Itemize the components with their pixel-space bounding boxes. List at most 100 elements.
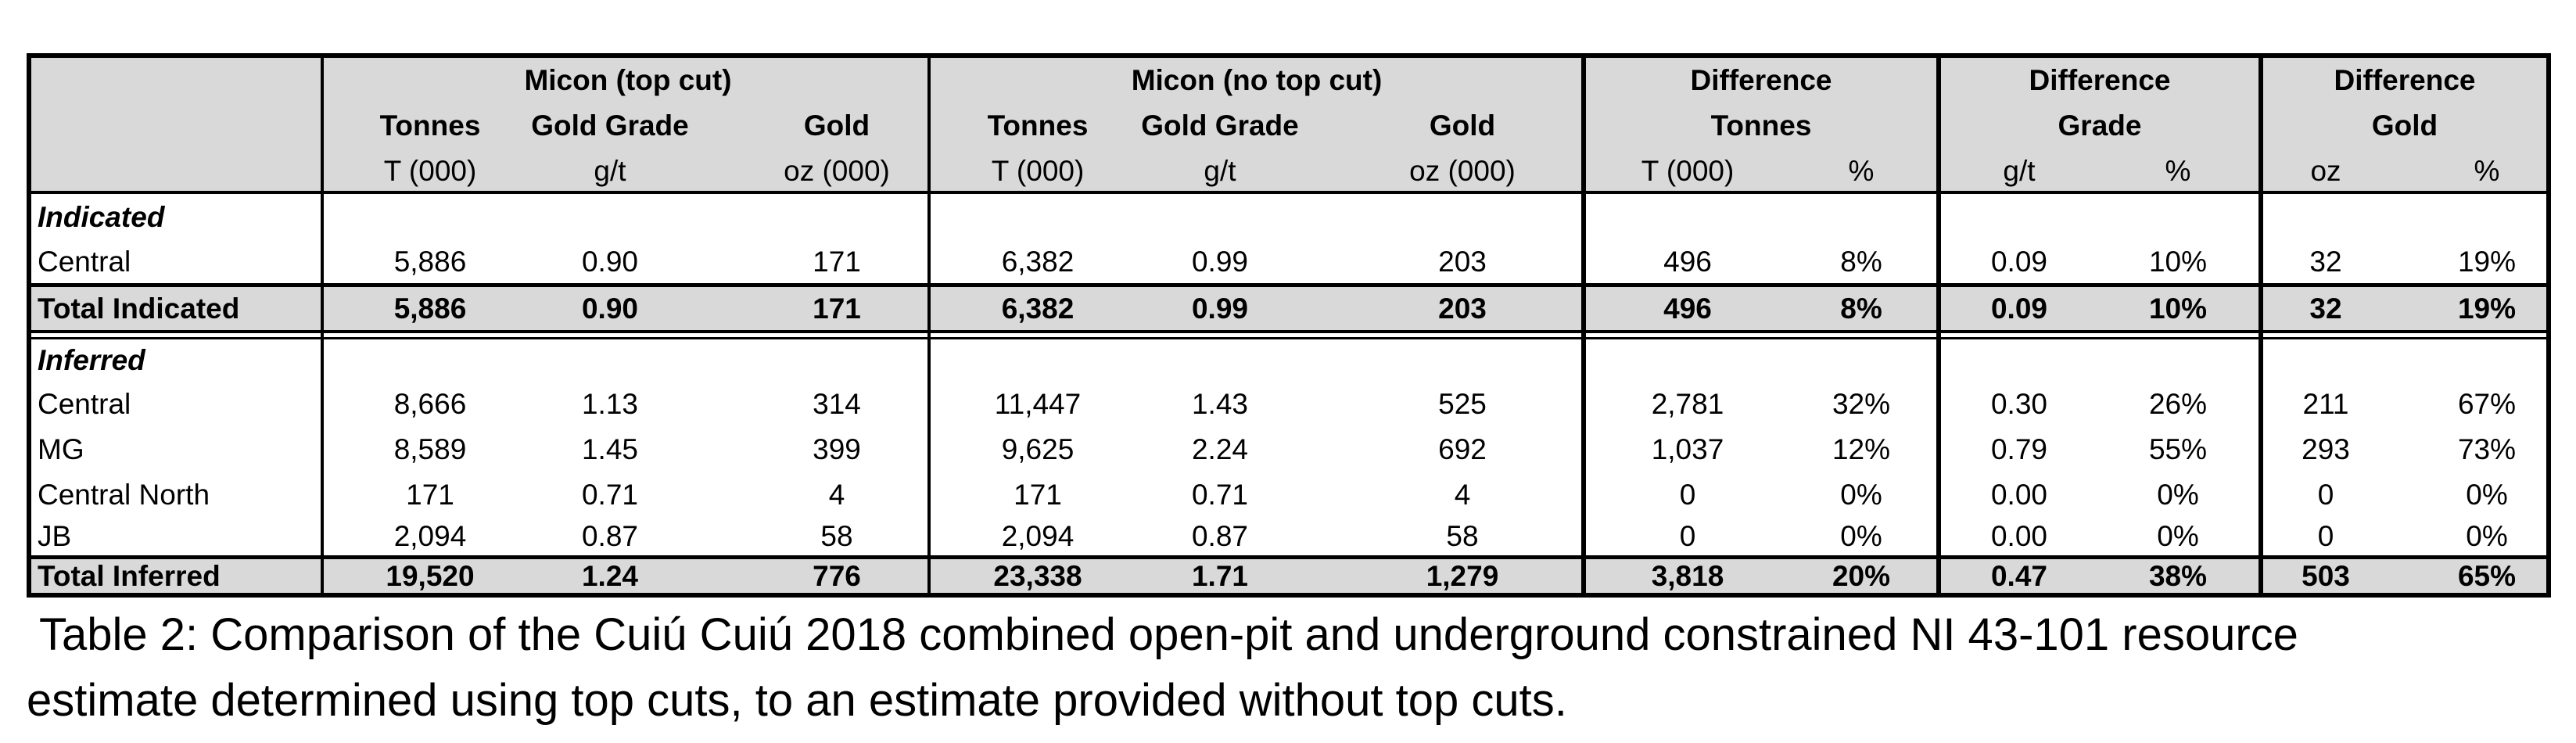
- group-title-top-cut: Micon (top cut): [524, 64, 732, 96]
- table-cell: 73%: [2457, 433, 2517, 465]
- table-cell: 0.87: [1191, 520, 1248, 552]
- column-divider: [927, 58, 931, 593]
- table-cell: 1.24: [581, 559, 638, 592]
- subheader-gold: Gold: [803, 109, 870, 142]
- table-cell: 0.90: [581, 292, 638, 325]
- row-divider: [31, 283, 2546, 287]
- table-cell: 8,589: [393, 433, 467, 465]
- table-cell: 171: [1014, 479, 1062, 511]
- table-cell: 1,279: [1426, 559, 1499, 592]
- resource-comparison-table: Micon (top cut) Micon (no top cut) Diffe…: [27, 53, 2551, 598]
- table-cell: 1.13: [581, 388, 638, 420]
- table-cell: 19%: [2457, 292, 2517, 325]
- row-divider: [31, 555, 2546, 559]
- table-cell: 0: [2317, 479, 2334, 511]
- table-cell: 0%: [2466, 479, 2508, 511]
- table-cell: 58: [820, 520, 853, 552]
- table-cell: 5,886: [393, 246, 467, 278]
- table-cell: 525: [1438, 388, 1487, 420]
- row-label: Central: [38, 246, 131, 278]
- subheader-gold-grade: Gold Grade: [1141, 109, 1299, 142]
- group-title-diff-tonnes: Difference: [1690, 64, 1832, 96]
- group-title-diff-gold: Difference: [2334, 64, 2476, 96]
- unit-label: T (000): [1641, 155, 1735, 187]
- table-cell: 496: [1663, 246, 1712, 278]
- table-cell: 10%: [2148, 246, 2208, 278]
- table-cell: 171: [813, 246, 861, 278]
- table-cell: 19,520: [386, 559, 475, 592]
- unit-label: g/t: [1204, 155, 1236, 187]
- table-cell: 5,886: [393, 292, 467, 325]
- table-row: MG 8,589 1.45 399 9,625 2.24 692 1,037 1…: [31, 427, 2546, 472]
- table-cell: 0.99: [1191, 292, 1248, 325]
- unit-label: %: [2165, 155, 2191, 187]
- table-cell: 211: [2302, 388, 2349, 420]
- table-cell: 0.71: [581, 479, 638, 511]
- subheader-gold: Gold: [1429, 109, 1496, 142]
- table-cell: 2,094: [1001, 520, 1075, 552]
- table-cell: 32: [2309, 292, 2342, 325]
- row-label: Total Inferred: [38, 559, 221, 592]
- table-cell: 1.71: [1191, 559, 1248, 592]
- row-label: Central North: [38, 479, 210, 511]
- section-divider: [31, 337, 2546, 339]
- header-divider: [31, 191, 2546, 194]
- unit-label: T (000): [991, 155, 1085, 187]
- table-cell: 0.90: [581, 246, 638, 278]
- section-label-row: Indicated: [31, 196, 2546, 239]
- table-cell: 496: [1663, 292, 1712, 325]
- row-label: Total Indicated: [38, 292, 240, 325]
- section-divider: [31, 330, 2546, 333]
- table-cell: 0.00: [1990, 520, 2047, 552]
- table-row: Central 5,886 0.90 171 6,382 0.99 203 49…: [31, 239, 2546, 285]
- total-row: Total Indicated 5,886 0.90 171 6,382 0.9…: [31, 287, 2546, 330]
- row-label: MG: [38, 433, 84, 465]
- table-cell: 0: [1679, 520, 1696, 552]
- column-divider: [321, 58, 324, 593]
- subheader-diff-grade: Grade: [2058, 109, 2142, 142]
- table-cell: 65%: [2457, 559, 2517, 592]
- table-cell: 32: [2309, 246, 2342, 278]
- table-cell: 0.79: [1990, 433, 2047, 465]
- caption-line-2: estimate determined using top cuts, to a…: [27, 675, 1567, 726]
- table-cell: 0.09: [1990, 246, 2047, 278]
- unit-label: T (000): [383, 155, 477, 187]
- table-cell: 399: [813, 433, 861, 465]
- table-cell: 0.47: [1990, 559, 2047, 592]
- table-cell: 0%: [2157, 479, 2199, 511]
- group-title-no-top-cut: Micon (no top cut): [1131, 64, 1383, 96]
- table-cell: 2,781: [1651, 388, 1724, 420]
- column-divider: [2258, 58, 2263, 593]
- table-cell: 23,338: [993, 559, 1082, 592]
- table-cell: 0: [1679, 479, 1696, 511]
- table-cell: 293: [2302, 433, 2350, 465]
- unit-label: oz (000): [784, 155, 890, 187]
- table-cell: 2,094: [393, 520, 467, 552]
- table-cell: 19%: [2457, 246, 2517, 278]
- table-cell: 0%: [2157, 520, 2199, 552]
- table-row: Central North 171 0.71 4 171 0.71 4 0 0%…: [31, 472, 2546, 518]
- table-cell: 4: [828, 479, 845, 511]
- section-label-inferred: Inferred: [38, 344, 145, 376]
- unit-label: oz (000): [1409, 155, 1516, 187]
- table-cell: 6,382: [1001, 292, 1075, 325]
- caption-line-1: Table 2: Comparison of the Cuiú Cuiú 201…: [39, 609, 2298, 660]
- table-cell: 0%: [2466, 520, 2508, 552]
- unit-label: %: [2474, 155, 2500, 187]
- table-cell: 2.24: [1191, 433, 1248, 465]
- table-cell: 10%: [2148, 292, 2208, 325]
- table-caption: Table 2: Comparison of the Cuiú Cuiú 201…: [27, 602, 2545, 734]
- table-cell: 1.43: [1191, 388, 1248, 420]
- table-cell: 314: [813, 388, 861, 420]
- table-cell: 503: [2302, 559, 2350, 592]
- table-cell: 0%: [1840, 479, 1882, 511]
- unit-label: g/t: [2003, 155, 2036, 187]
- table-cell: 171: [406, 479, 454, 511]
- table-cell: 67%: [2457, 388, 2517, 420]
- table-cell: 38%: [2148, 559, 2208, 592]
- section-label-row: Inferred: [31, 339, 2546, 382]
- table-cell: 12%: [1832, 433, 1891, 465]
- table-cell: 0.00: [1990, 479, 2047, 511]
- column-divider: [1936, 58, 1941, 593]
- table-cell: 58: [1446, 520, 1479, 552]
